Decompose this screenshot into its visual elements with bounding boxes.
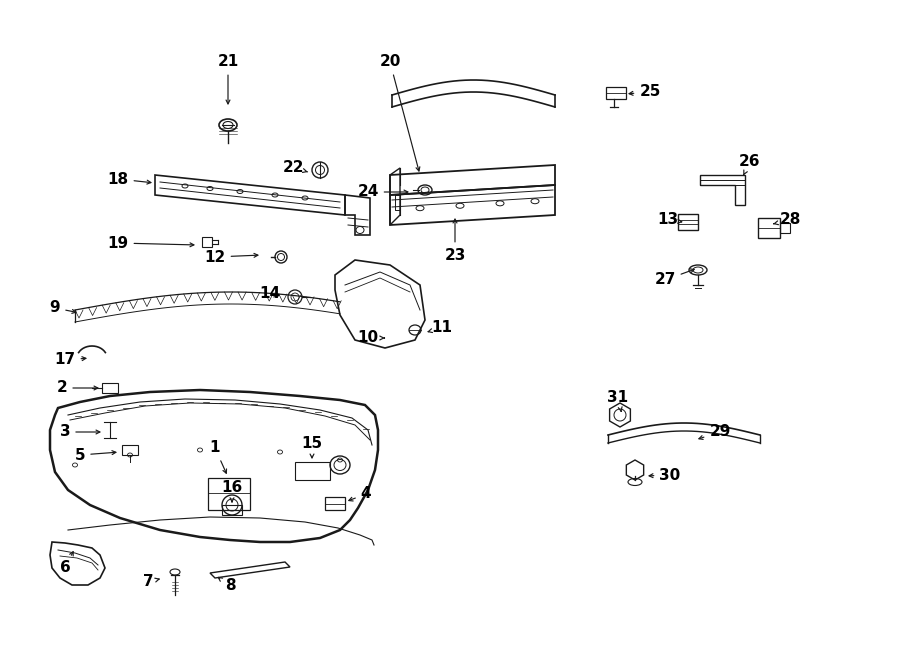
Text: 30: 30 xyxy=(649,467,680,483)
Text: 16: 16 xyxy=(221,481,243,502)
Text: 5: 5 xyxy=(75,447,116,463)
Text: 27: 27 xyxy=(654,269,694,288)
Text: 31: 31 xyxy=(608,391,628,411)
Text: 2: 2 xyxy=(57,381,98,395)
Text: 29: 29 xyxy=(699,424,731,440)
Text: 10: 10 xyxy=(357,330,384,346)
Text: 9: 9 xyxy=(50,301,76,315)
Text: 26: 26 xyxy=(739,155,760,175)
Text: 14: 14 xyxy=(259,286,281,301)
Text: 20: 20 xyxy=(379,54,419,171)
Text: 11: 11 xyxy=(428,321,453,336)
Text: 12: 12 xyxy=(204,249,258,264)
Text: 6: 6 xyxy=(59,552,73,576)
Text: 4: 4 xyxy=(349,486,372,502)
Text: 21: 21 xyxy=(218,54,238,104)
Text: 1: 1 xyxy=(210,440,227,473)
Text: 24: 24 xyxy=(357,184,408,200)
Text: 25: 25 xyxy=(629,85,661,100)
Bar xyxy=(102,383,118,393)
Text: 23: 23 xyxy=(445,219,465,262)
Text: 8: 8 xyxy=(219,578,235,594)
Text: 13: 13 xyxy=(657,212,682,227)
Text: 18: 18 xyxy=(107,171,151,186)
Text: 3: 3 xyxy=(59,424,100,440)
Text: 17: 17 xyxy=(54,352,86,368)
Text: 22: 22 xyxy=(284,161,308,176)
Text: 19: 19 xyxy=(107,235,194,251)
Text: 7: 7 xyxy=(143,574,159,590)
Bar xyxy=(222,505,242,515)
Text: 15: 15 xyxy=(302,436,322,458)
Text: 28: 28 xyxy=(774,212,801,227)
